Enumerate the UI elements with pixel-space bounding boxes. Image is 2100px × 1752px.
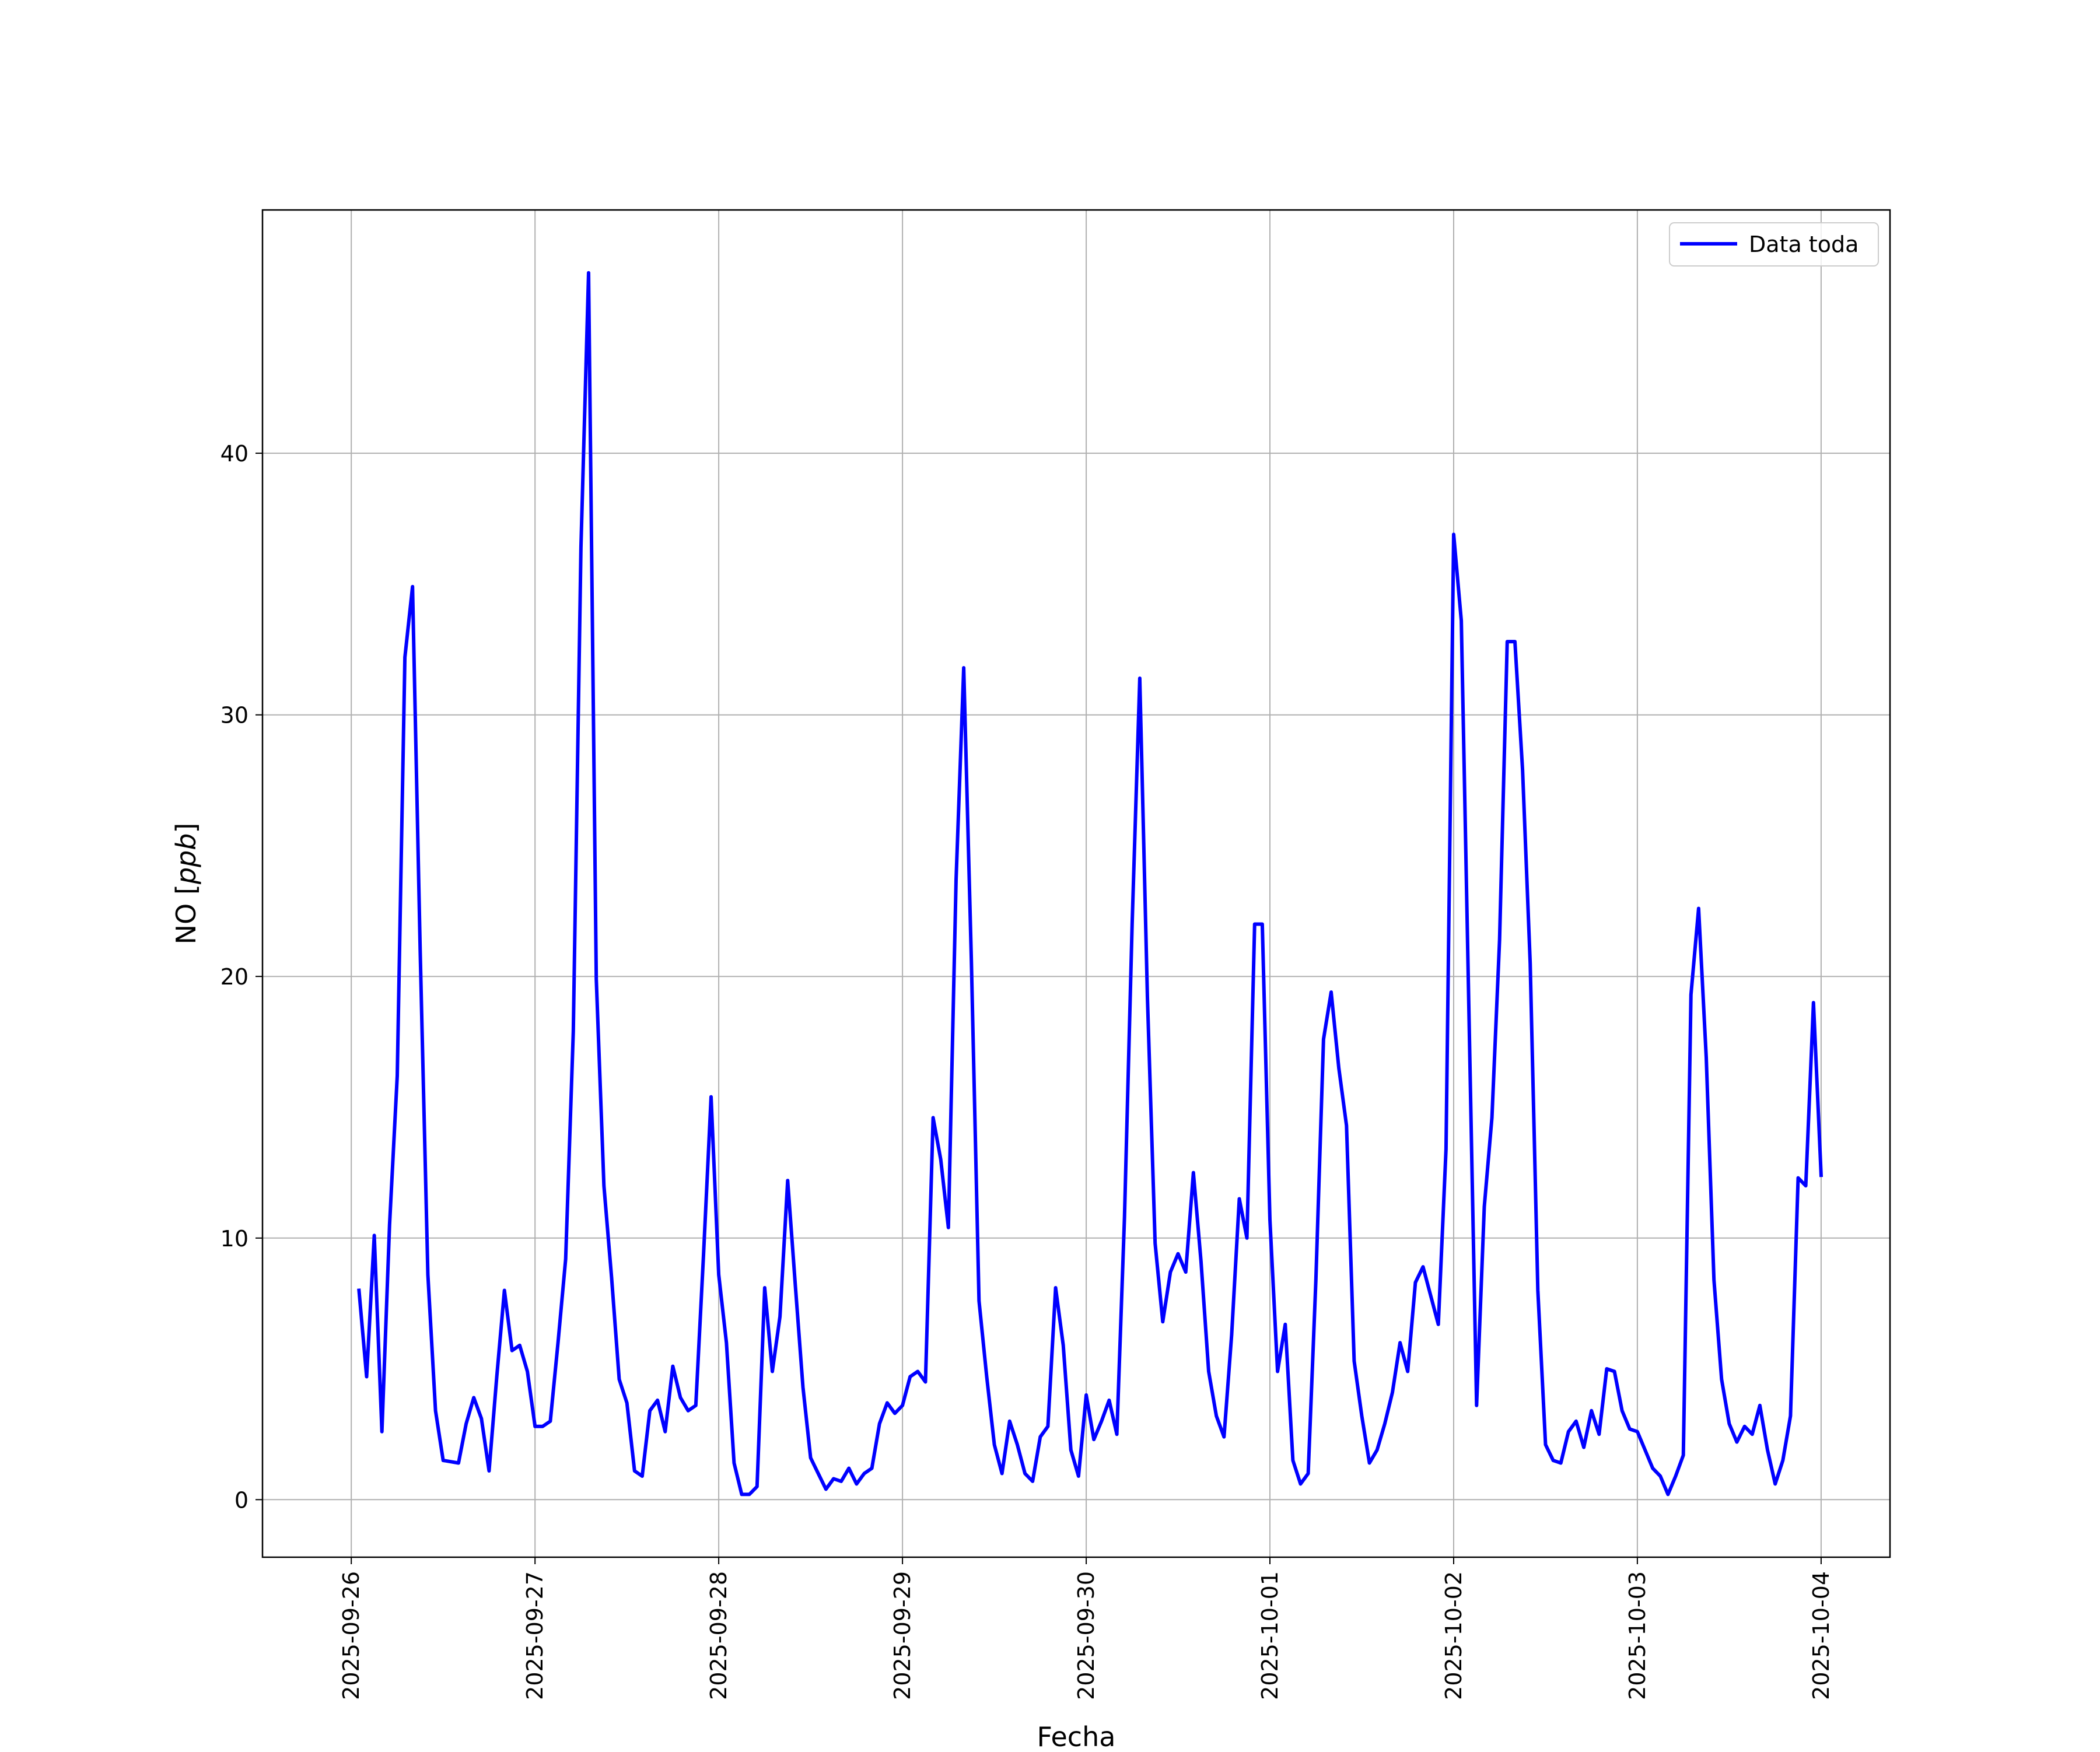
legend-label: Data toda xyxy=(1749,232,1859,257)
series-line-0 xyxy=(357,271,1824,1497)
x-tick-label-6: 2025-10-02 xyxy=(1441,1571,1466,1700)
x-tick-label-8: 2025-10-04 xyxy=(1808,1571,1834,1700)
x-tick-label-2: 2025-09-28 xyxy=(706,1571,732,1700)
x-tick-label-5: 2025-10-01 xyxy=(1257,1571,1283,1700)
y-axis-label: NO [ppb] xyxy=(170,823,202,945)
series-layer xyxy=(357,271,1824,1497)
y-tick-label-0: 0 xyxy=(235,1487,249,1513)
y-axis-label-main: NO xyxy=(170,895,202,944)
y-tick-label-1: 10 xyxy=(220,1226,249,1252)
y-axis-label-unit: ppb xyxy=(170,833,202,885)
x-tick-label-1: 2025-09-27 xyxy=(522,1571,548,1700)
y-axis-label-open-bracket: [ xyxy=(170,884,202,895)
y-tick-label-4: 40 xyxy=(220,441,249,467)
y-tick-label-3: 30 xyxy=(220,703,249,728)
x-axis: 2025-09-26 2025-09-27 2025-09-28 2025-09-29… xyxy=(338,1557,1834,1700)
gridlines xyxy=(262,210,1890,1557)
y-axis-label-close-bracket: ] xyxy=(170,823,202,833)
legend: Data toda xyxy=(1669,222,1879,267)
plot-frame xyxy=(261,209,1891,1558)
y-axis: 0 10 20 30 40 xyxy=(220,441,262,1513)
y-tick-label-2: 20 xyxy=(220,964,249,990)
legend-box xyxy=(1669,222,1879,267)
x-tick-label-4: 2025-09-30 xyxy=(1073,1571,1099,1700)
x-tick-label-3: 2025-09-29 xyxy=(890,1571,915,1700)
x-tick-label-0: 2025-09-26 xyxy=(338,1571,364,1700)
x-tick-label-7: 2025-10-03 xyxy=(1625,1571,1650,1700)
x-axis-label: Fecha xyxy=(1037,1721,1116,1750)
